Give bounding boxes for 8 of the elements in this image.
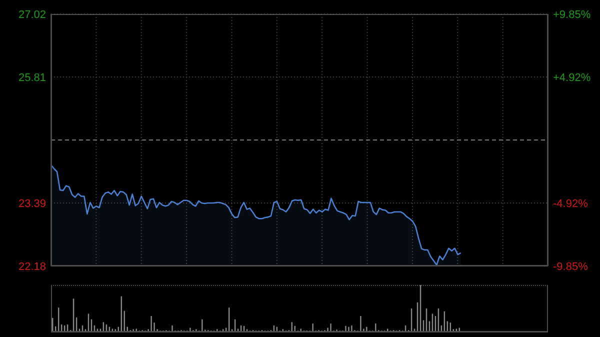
y2-tick-label: -9.85% (553, 261, 588, 273)
y-tick-label: 25.81 (18, 72, 46, 84)
y-tick-label: 22.18 (18, 261, 46, 273)
y2-tick-label: -4.92% (553, 198, 588, 210)
y-tick-label: 27.02 (18, 9, 46, 21)
y2-tick-label: +9.85% (553, 9, 591, 21)
y2-tick-label: +4.92% (553, 72, 591, 84)
y-tick-label: 23.39 (18, 198, 46, 210)
